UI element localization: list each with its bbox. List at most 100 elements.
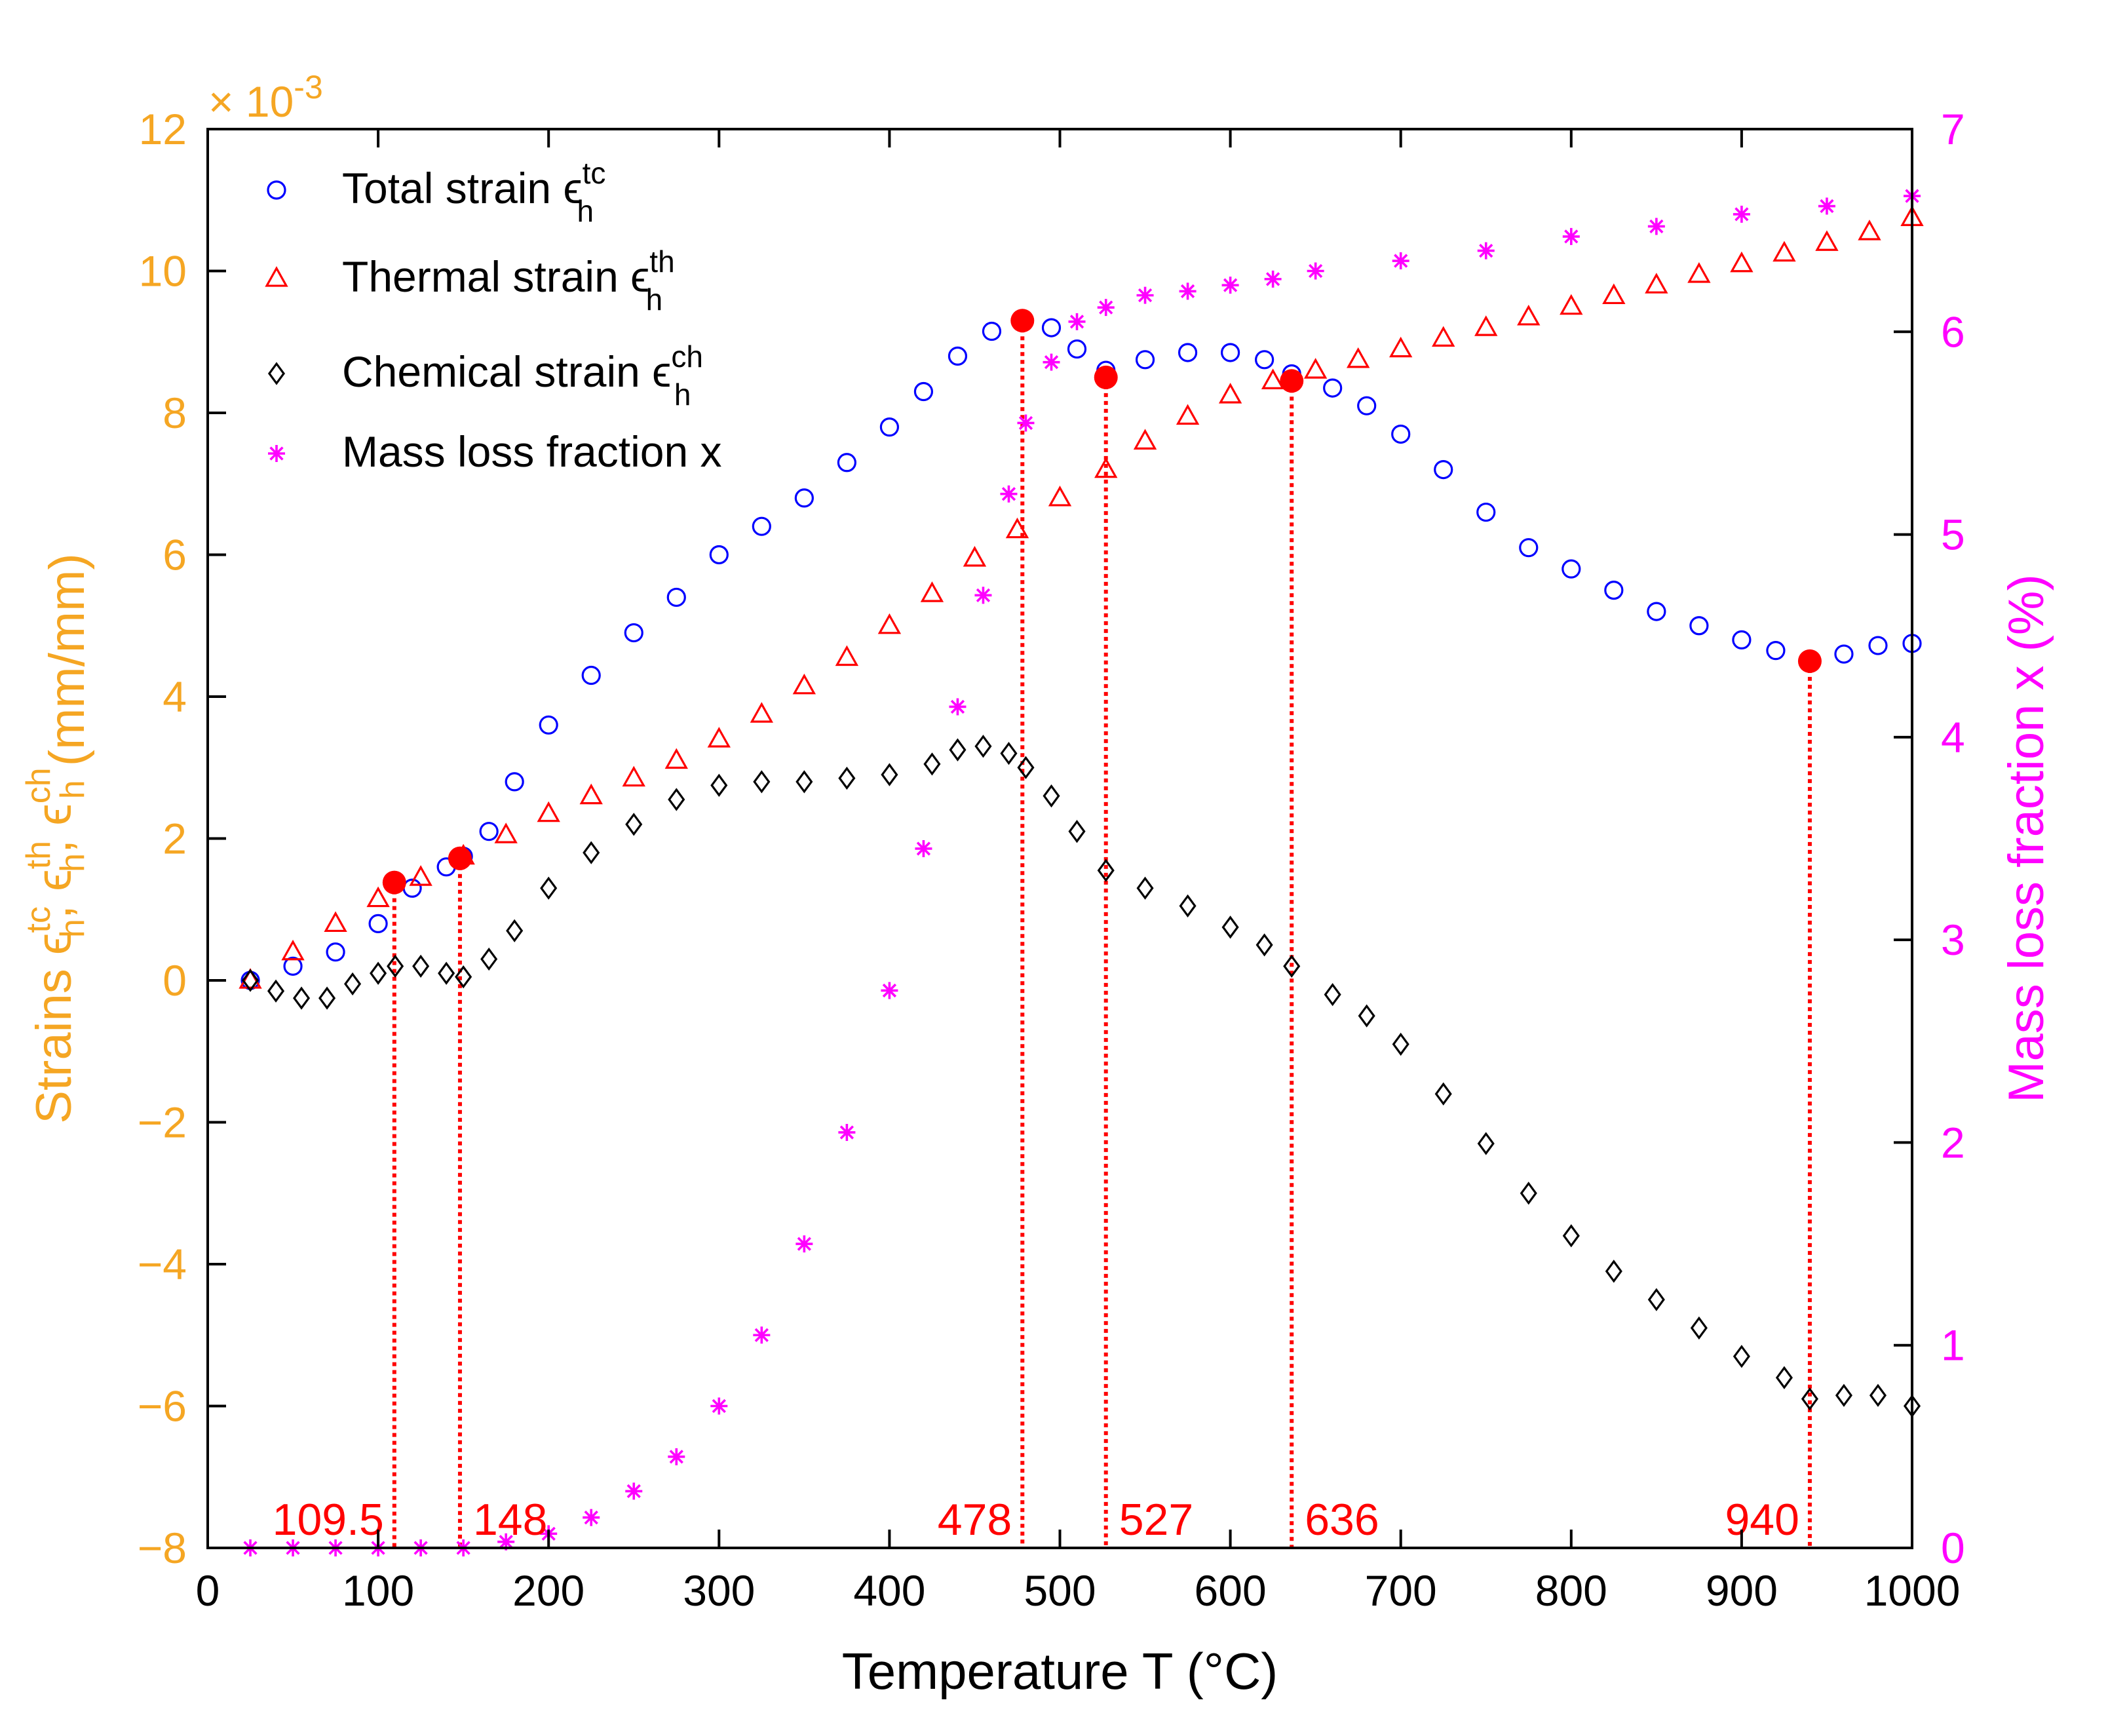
x-tick-label-4: 400 — [853, 1566, 925, 1615]
point-circle-9 — [539, 715, 558, 735]
point-triangle-31 — [1560, 294, 1583, 315]
point-diamond-7 — [412, 954, 430, 978]
point-diamond-9 — [455, 965, 472, 989]
point-circle-38 — [1647, 602, 1666, 621]
point-diamond-38 — [1477, 1132, 1495, 1155]
point-circle-41 — [1766, 641, 1786, 661]
point-star-23 — [1097, 299, 1115, 317]
point-diamond-37 — [1434, 1082, 1452, 1106]
point-diamond-45 — [1775, 1366, 1793, 1389]
point-star-11 — [710, 1397, 728, 1415]
point-star-13 — [795, 1235, 813, 1253]
highlight-label-0: 109.5 — [273, 1495, 384, 1545]
point-triangle-11 — [707, 727, 731, 748]
highlight-label-2: 478 — [938, 1495, 1012, 1545]
point-star-26 — [1221, 277, 1239, 294]
point-star-18 — [974, 587, 992, 604]
point-triangle-38 — [1858, 220, 1881, 241]
point-circle-18 — [913, 381, 934, 402]
legend-label-0: Total strain ϵtc h — [342, 156, 605, 228]
point-star-27 — [1264, 270, 1282, 288]
point-diamond-33 — [1283, 954, 1301, 978]
point-diamond-10 — [480, 947, 498, 971]
point-star-20 — [1017, 414, 1035, 432]
y-right-tick-label-0: 0 — [1941, 1524, 1965, 1572]
point-star-9 — [625, 1482, 643, 1500]
point-diamond-21 — [923, 752, 941, 776]
highlight-dot-0 — [382, 870, 406, 895]
y-axis-right: 0 1 2 3 4 5 6 7 Mass loss fraction x (%) — [1894, 105, 2054, 1572]
point-diamond-5 — [370, 961, 387, 985]
y-left-tick-label-8: 8 — [163, 389, 187, 437]
point-diamond-25 — [1017, 756, 1035, 779]
x-tick-label-1: 100 — [342, 1566, 414, 1615]
legend: Total strain ϵtc h Thermal strain ϵth h Chem… — [265, 156, 722, 476]
point-star-33 — [1733, 205, 1750, 223]
y-left-tick-label-7: 6 — [163, 531, 187, 579]
point-diamond-32 — [1255, 933, 1273, 957]
point-diamond-3 — [318, 986, 336, 1010]
point-triangle-4 — [409, 865, 432, 886]
point-circle-36 — [1562, 559, 1581, 579]
legend-label-3: Mass loss fraction x — [342, 427, 722, 476]
point-triangle-30 — [1517, 304, 1541, 326]
point-circle-12 — [666, 587, 686, 608]
point-diamond-18 — [795, 770, 813, 794]
x-tick-label-2: 200 — [512, 1566, 584, 1615]
point-star-6 — [497, 1533, 515, 1551]
point-circle-15 — [794, 488, 814, 508]
point-triangle-33 — [1645, 273, 1668, 294]
point-diamond-11 — [506, 919, 524, 942]
highlight-lines — [392, 320, 1812, 1548]
y-left-multiplier: × 10-3 — [208, 69, 323, 126]
point-triangle-26 — [1346, 347, 1370, 368]
x-tick-label-9: 900 — [1706, 1566, 1778, 1615]
legend-item-circle: Total strain ϵtc h — [267, 156, 605, 228]
point-diamond-23 — [974, 735, 992, 758]
y-right-tick-label-5: 5 — [1941, 511, 1965, 559]
legend-marker-triangle — [265, 266, 288, 287]
point-circle-30 — [1323, 378, 1343, 398]
point-circle-33 — [1434, 459, 1453, 480]
point-triangle-12 — [750, 702, 774, 723]
point-diamond-26 — [1043, 784, 1060, 808]
point-diamond-20 — [881, 763, 898, 786]
y-left-tick-label-6: 4 — [163, 672, 187, 721]
point-star-19 — [1000, 485, 1018, 503]
y-right-tick-label-6: 6 — [1941, 307, 1965, 356]
point-circle-11 — [624, 623, 643, 643]
point-triangle-24 — [1261, 368, 1285, 389]
x-tick-label-0: 0 — [196, 1566, 220, 1615]
point-star-22 — [1068, 313, 1086, 330]
point-diamond-2 — [293, 986, 311, 1010]
highlight-labels: 109.5 148 478 527 636 940 — [273, 1495, 1799, 1545]
point-diamond-46 — [1801, 1387, 1818, 1411]
point-circle-28 — [1255, 350, 1274, 370]
legend-label-2: Chemical strain ϵch h — [342, 339, 703, 412]
point-triangle-23 — [1218, 383, 1242, 404]
y-left-tick-label-4: 0 — [163, 956, 187, 1005]
highlight-dot-2 — [1010, 309, 1035, 333]
point-star-10 — [668, 1448, 685, 1465]
point-triangle-17 — [963, 546, 987, 567]
point-star-29 — [1392, 252, 1409, 270]
point-star-32 — [1647, 218, 1665, 235]
highlight-points — [382, 309, 1822, 895]
point-circle-39 — [1689, 616, 1709, 636]
point-triangle-15 — [877, 613, 902, 634]
point-star-31 — [1562, 227, 1580, 245]
point-diamond-30 — [1179, 894, 1197, 917]
point-diamond-36 — [1392, 1032, 1409, 1056]
point-diamond-4 — [344, 972, 362, 996]
point-triangle-6 — [494, 822, 518, 843]
y-right-tick-label-7: 7 — [1941, 105, 1965, 153]
point-triangle-36 — [1773, 241, 1796, 262]
point-diamond-48 — [1869, 1383, 1887, 1407]
point-diamond-14 — [625, 813, 643, 836]
x-tick-label-3: 300 — [683, 1566, 755, 1615]
point-triangle-35 — [1730, 251, 1753, 273]
legend-item-triangle: Thermal strain ϵth h — [265, 244, 675, 317]
point-circle-31 — [1357, 396, 1377, 415]
point-star-30 — [1477, 242, 1495, 260]
point-star-25 — [1179, 282, 1197, 300]
